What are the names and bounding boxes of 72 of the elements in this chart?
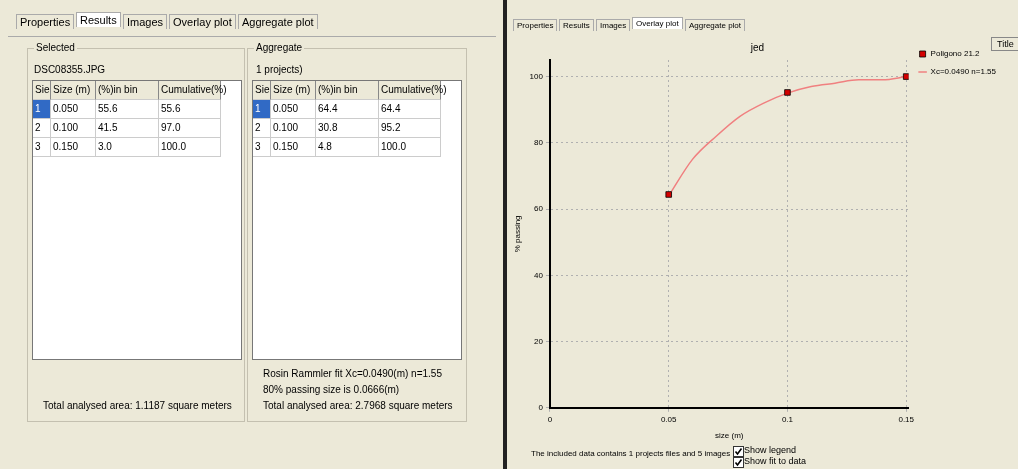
text: DSC08355.JPG: [34, 64, 106, 75]
text: 0.050: [51, 100, 96, 119]
y-tick-label: 0: [538, 403, 544, 412]
text: 0.150: [51, 138, 96, 157]
y-tick-label: 40: [534, 270, 544, 280]
text: 0.100: [51, 119, 96, 138]
text: Aggregate: [254, 42, 305, 53]
text: Total analysed area: 2.7968 square meters: [263, 400, 453, 411]
text: Images: [123, 14, 168, 29]
y-tick-label: 100: [529, 71, 544, 81]
text: 55.6: [159, 100, 221, 119]
text: Aggregate plot: [238, 14, 318, 29]
text: Show fit to data: [744, 456, 807, 466]
point: [784, 89, 791, 96]
x-tick-label: 0.1: [781, 414, 794, 424]
text: Results: [559, 19, 594, 31]
text: 41.5: [96, 119, 159, 138]
text: Images: [596, 19, 631, 31]
text: (%)in bin: [316, 81, 379, 100]
text: Sie: [253, 81, 271, 100]
y-tick-label: 20: [534, 336, 544, 346]
text: 100.0: [379, 138, 441, 157]
text: Selected: [34, 42, 77, 53]
x-tick-label: 0.15: [898, 414, 915, 424]
legend-label: Poligono 21.2: [930, 49, 981, 59]
text: 64.4: [379, 100, 441, 119]
text: Size (m): [51, 81, 96, 100]
text: 0.050: [271, 100, 316, 119]
text: 1: [253, 100, 271, 119]
point: [665, 191, 672, 198]
text: Properties: [16, 14, 75, 29]
y-tick-label: 60: [534, 204, 544, 214]
text: Properties: [513, 19, 558, 31]
point: [903, 73, 909, 80]
legend-label: Xc=0.0490 n=1.55: [930, 67, 997, 77]
text: Title: [991, 37, 1018, 51]
text: 95.2: [379, 119, 441, 138]
y-axis-title: % passing: [513, 215, 522, 253]
text: 2: [253, 119, 271, 138]
text: 3: [253, 138, 271, 157]
text: Size (m): [271, 81, 316, 100]
text: 55.6: [96, 100, 159, 119]
text: 0.100: [271, 119, 316, 138]
text: 4.8: [316, 138, 379, 157]
text: 30.8: [316, 119, 379, 138]
text: 100.0: [159, 138, 221, 157]
chart-title: jed: [749, 41, 765, 53]
text: 3: [33, 138, 51, 157]
x-tick-label: 0.05: [660, 414, 678, 424]
text: Overlay plot: [169, 14, 236, 29]
text: The included data contains 1 projects files and 5 images: [531, 449, 731, 458]
text: Results: [76, 12, 121, 27]
text: 1: [33, 100, 51, 119]
text: 80% passing size is 0.0666(m): [263, 384, 400, 395]
x-tick-label: 0: [547, 414, 553, 424]
text: Aggregate plot: [685, 19, 746, 31]
text: Sie: [33, 81, 51, 100]
text: 3.0: [96, 138, 159, 157]
text: Total analysed area: 1.1187 square meters: [43, 400, 232, 411]
y-tick-label: 80: [534, 138, 544, 148]
text: 97.0: [159, 119, 221, 138]
text: Cumulative(%): [380, 83, 447, 97]
text: Overlay plot: [632, 17, 683, 29]
text: Cumulative(%): [160, 83, 227, 97]
text: Rosin Rammler fit Xc=0.0490(m) n=1.55: [263, 368, 442, 379]
x-axis-title: size (m): [715, 431, 744, 441]
text: (%)in bin: [96, 81, 159, 100]
text: 64.4: [316, 100, 379, 119]
text: Show legend: [744, 445, 797, 455]
text: 1 projects): [256, 64, 303, 75]
text: 2: [33, 119, 51, 138]
text: 0.150: [271, 138, 316, 157]
